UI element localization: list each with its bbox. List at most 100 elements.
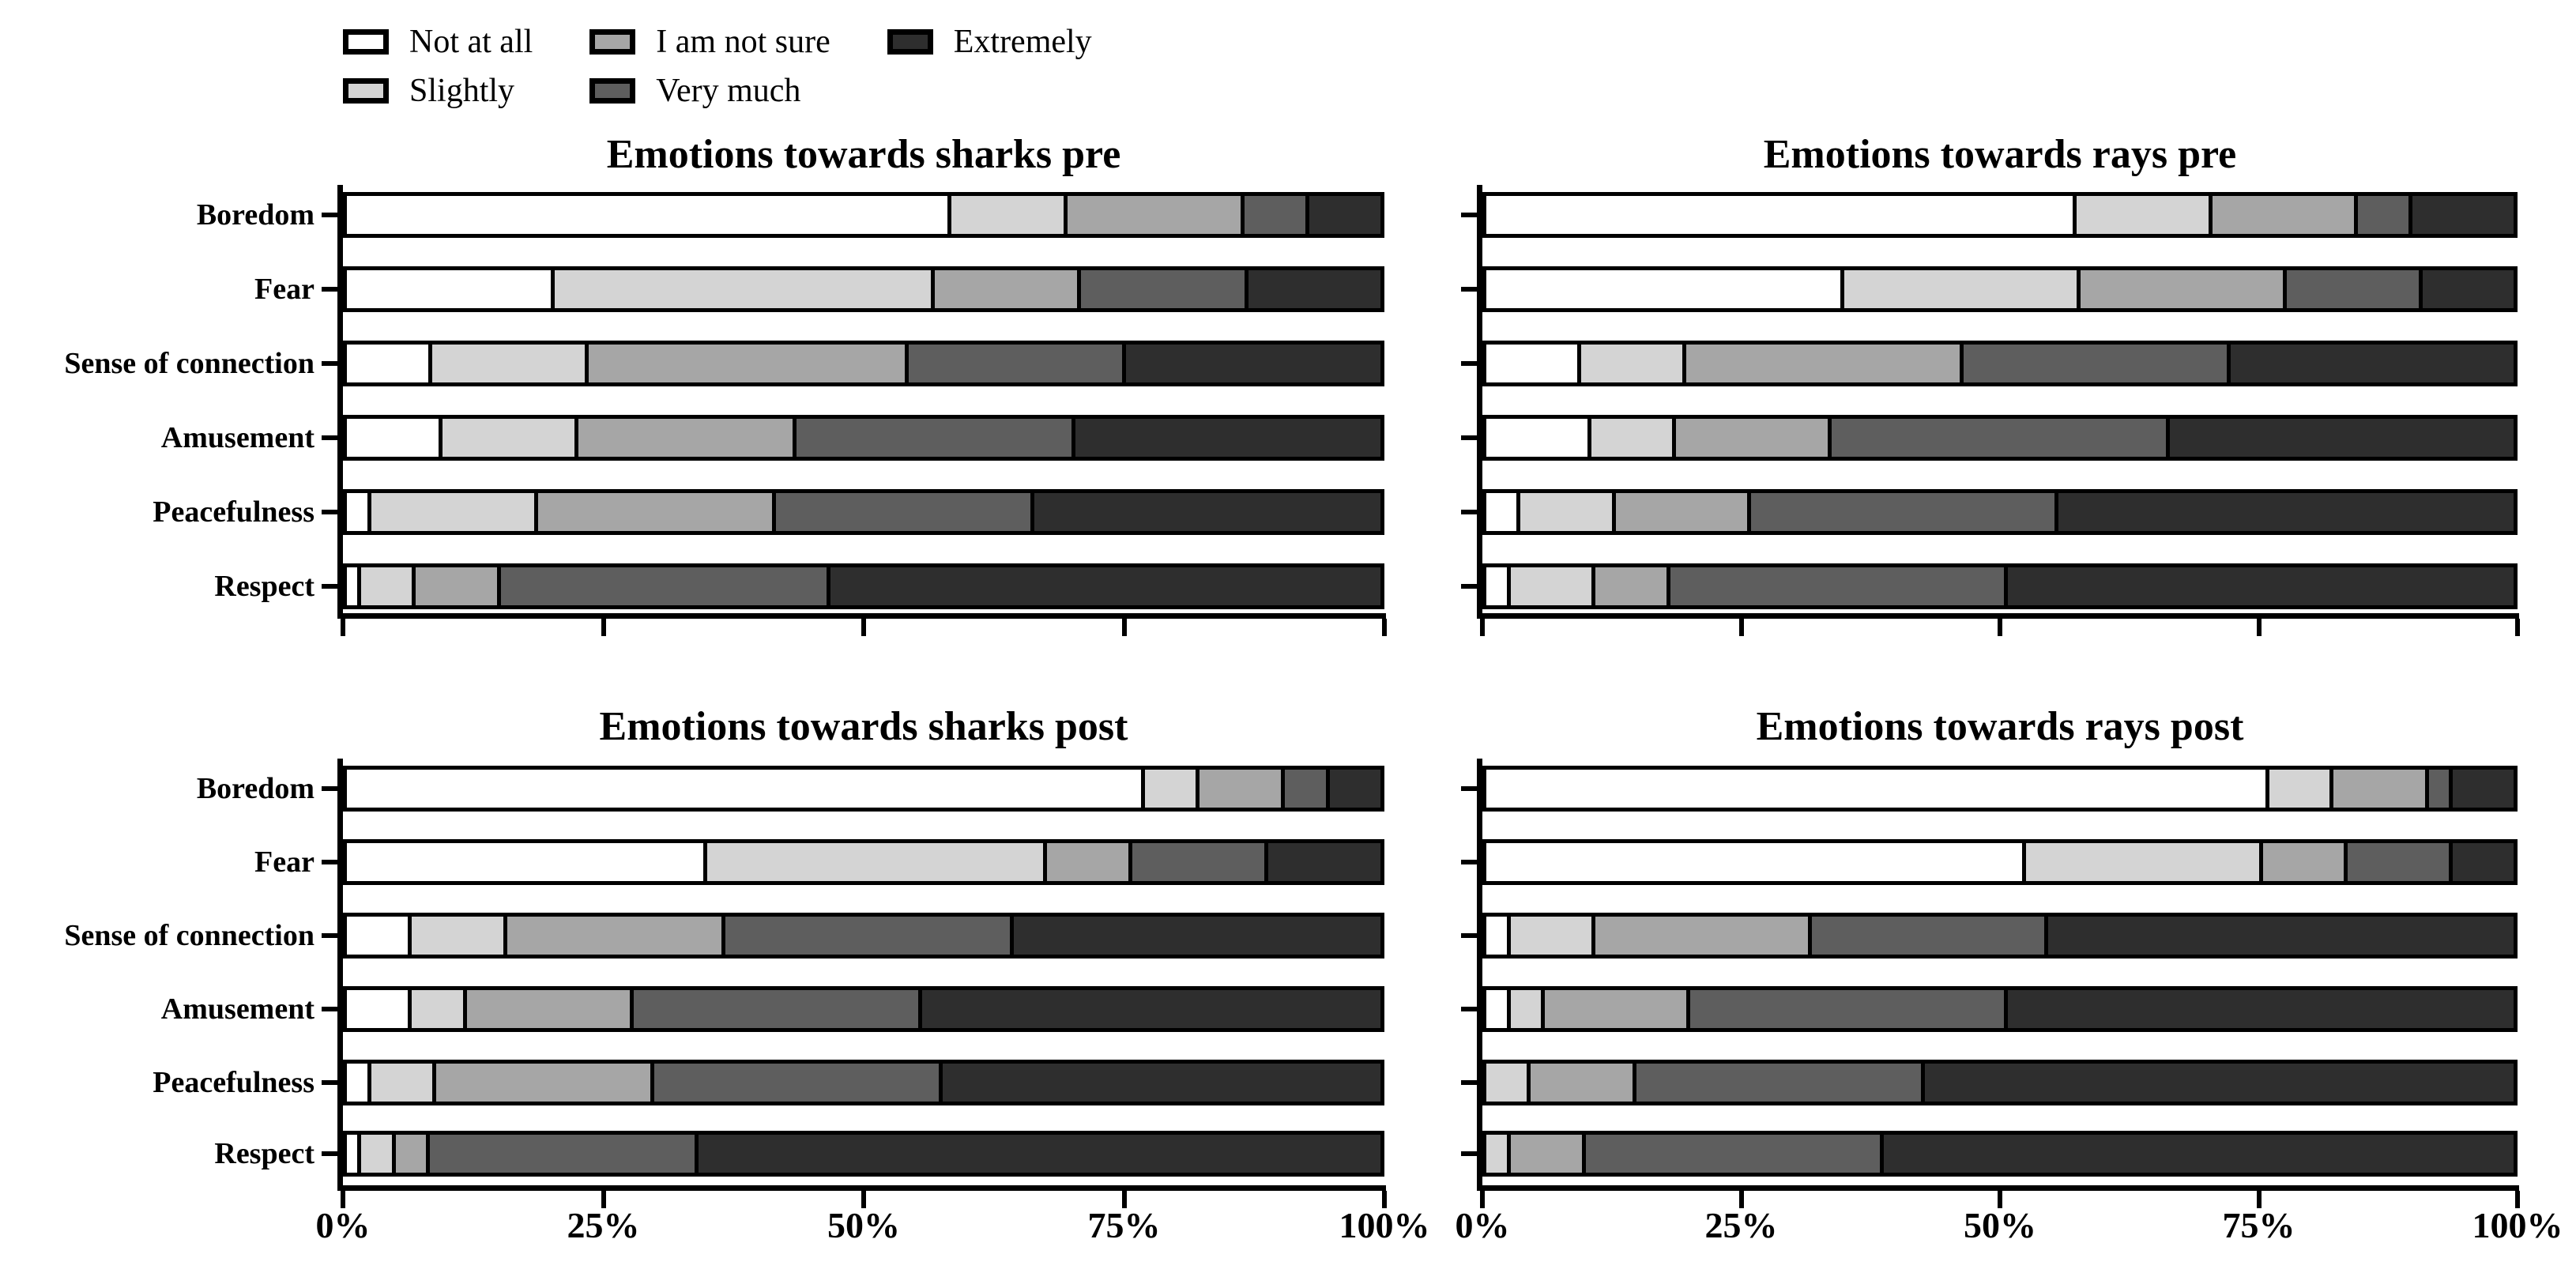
x-tick	[2256, 619, 2262, 636]
y-axis	[337, 759, 343, 1191]
bar-boredom	[343, 766, 1384, 812]
bar-segment-extremely	[1075, 419, 1381, 457]
bar-segment-very-much	[1832, 419, 2166, 457]
bar-segment-not-at-all	[347, 493, 367, 531]
bar-segment-extremely	[1268, 843, 1381, 881]
bar-segment-not-at-all	[1486, 990, 1507, 1028]
bar-segment-extremely	[1924, 1064, 2514, 1102]
x-tick	[1480, 1191, 1485, 1208]
bar-segment-slightly	[432, 345, 586, 382]
bar-sense-of-connection	[343, 913, 1384, 959]
legend-item-very-much: Very much	[589, 73, 830, 109]
x-tick-label: 0%	[1455, 1205, 1510, 1245]
bar-segment-extremely	[1309, 196, 1380, 234]
bar-segment-i-am-not-sure	[436, 1064, 650, 1102]
bar-segment-i-am-not-sure	[1595, 567, 1666, 605]
bar-respect	[1482, 1131, 2518, 1177]
legend-label: Not at all	[409, 24, 533, 60]
bar-segment-extremely	[830, 567, 1380, 605]
bar-respect	[1482, 563, 2518, 609]
bar-segment-very-much	[1811, 917, 2045, 955]
bar-segment-i-am-not-sure	[2212, 196, 2355, 234]
bar-fear	[343, 266, 1384, 312]
legend-item-slightly: Slightly	[343, 73, 533, 109]
legend-label: I am not sure	[656, 24, 830, 60]
bar-segment-not-at-all	[1486, 196, 2073, 234]
bar-amusement	[1482, 986, 2518, 1032]
category-label-sense-of-connection: Sense of connection	[64, 347, 314, 380]
bar-segment-not-at-all	[347, 1064, 367, 1102]
bar-segment-i-am-not-sure	[1676, 419, 1828, 457]
category-tick	[1461, 1080, 1477, 1085]
bar-segment-not-at-all	[1486, 917, 1507, 955]
category-tick	[1461, 361, 1477, 366]
x-tick	[1382, 619, 1387, 636]
bar-segment-slightly	[360, 567, 412, 605]
bar-segment-not-at-all	[1486, 770, 2265, 808]
bar-segment-slightly	[1510, 990, 1541, 1028]
bar-segment-i-am-not-sure	[589, 345, 905, 382]
x-tick	[1998, 619, 2002, 636]
bar-segment-not-at-all	[347, 917, 409, 955]
bar-segment-slightly	[951, 196, 1064, 234]
bar-segment-extremely	[1014, 917, 1381, 955]
bar-segment-slightly	[412, 990, 463, 1028]
bar-segment-not-at-all	[1486, 567, 1507, 605]
bar-amusement	[1482, 415, 2518, 461]
x-tick	[861, 1191, 866, 1208]
bar-segment-slightly	[1520, 493, 1612, 531]
x-axis	[337, 1185, 1386, 1191]
bar-segment-slightly	[2077, 196, 2209, 234]
bar-segment-very-much	[430, 1135, 695, 1173]
legend-swatch-not-at-all	[343, 29, 389, 55]
bar-segment-not-at-all	[347, 843, 703, 881]
bar-segment-extremely	[2453, 770, 2514, 808]
category-tick	[322, 435, 337, 440]
bar-segment-very-much	[501, 567, 827, 605]
bar-segment-i-am-not-sure	[2081, 270, 2284, 308]
bar-segment-extremely	[2453, 843, 2514, 881]
x-tick-label: 50%	[1964, 1205, 2036, 1245]
bar-fear	[1482, 266, 2518, 312]
bar-segment-slightly	[1486, 1064, 1527, 1102]
bar-segment-extremely	[1034, 493, 1380, 531]
x-tick-label: 100%	[2472, 1205, 2563, 1245]
category-label-respect: Respect	[214, 1137, 314, 1170]
bar-segment-i-am-not-sure	[1686, 345, 1960, 382]
category-label-peacefulness: Peacefulness	[153, 495, 314, 529]
bar-segment-i-am-not-sure	[416, 567, 498, 605]
bar-segment-slightly	[554, 270, 932, 308]
x-tick	[861, 619, 866, 636]
bar-segment-extremely	[2058, 493, 2514, 531]
x-tick	[2515, 1191, 2520, 1208]
bar-segment-extremely	[2008, 990, 2514, 1028]
bar-segment-not-at-all	[347, 567, 357, 605]
bar-segment-extremely	[2422, 270, 2514, 308]
category-tick	[322, 510, 337, 514]
bar-segment-extremely	[1884, 1135, 2514, 1173]
legend-label: Slightly	[409, 73, 515, 110]
bar-amusement	[343, 986, 1384, 1032]
bar-segment-slightly	[371, 493, 534, 531]
category-label-boredom: Boredom	[196, 198, 314, 232]
category-tick	[322, 1080, 337, 1085]
category-tick	[1461, 1151, 1477, 1156]
bar-segment-very-much	[2358, 196, 2409, 234]
category-label-amusement: Amusement	[160, 421, 314, 454]
bar-segment-not-at-all	[347, 345, 429, 382]
chart-title: Emotions towards rays pre	[1763, 132, 2237, 177]
y-axis	[1477, 185, 1482, 619]
bar-segment-i-am-not-sure	[1595, 917, 1808, 955]
bar-sense-of-connection	[1482, 341, 2518, 386]
category-tick	[1461, 213, 1477, 217]
category-tick	[322, 1007, 337, 1011]
bar-segment-very-much	[2348, 843, 2450, 881]
bar-segment-extremely	[922, 990, 1380, 1028]
bar-segment-not-at-all	[347, 1135, 357, 1173]
bar-segment-very-much	[633, 990, 919, 1028]
bar-fear	[343, 839, 1384, 885]
bar-fear	[1482, 839, 2518, 885]
bar-segment-slightly	[1510, 567, 1591, 605]
bar-peacefulness	[343, 489, 1384, 535]
bar-boredom	[1482, 766, 2518, 812]
